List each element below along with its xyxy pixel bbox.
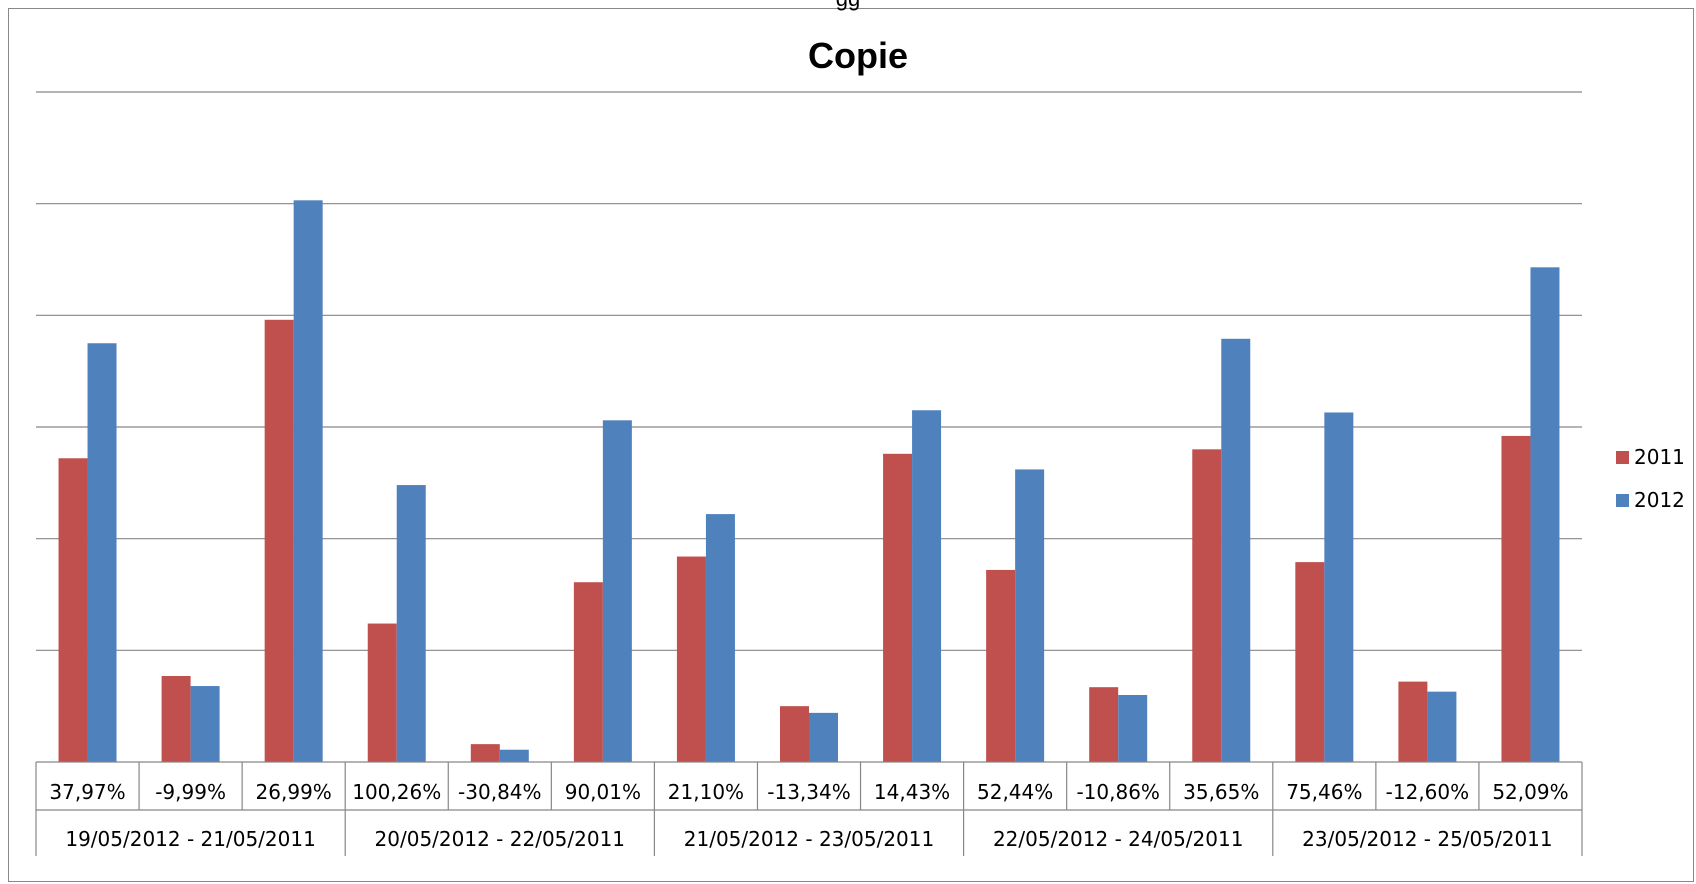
bar-2012-6	[602, 420, 632, 762]
bar-2012-4	[396, 485, 426, 762]
group-label: 23/05/2012 - 25/05/2011	[1302, 827, 1552, 851]
category-label: 14,43%	[874, 780, 950, 804]
bar-2011-10	[986, 569, 1016, 762]
category-label: 52,44%	[977, 780, 1053, 804]
bar-2011-4	[367, 623, 397, 762]
category-label: -12,60%	[1386, 780, 1469, 804]
bar-2011-6	[573, 582, 603, 762]
category-label: 90,01%	[565, 780, 641, 804]
bar-2012-8	[809, 712, 838, 762]
category-label: -10,86%	[1076, 780, 1159, 804]
bar-2011-13	[1295, 562, 1325, 762]
category-label: -13,34%	[767, 780, 850, 804]
bar-2012-15	[1530, 267, 1560, 762]
bar-2012-13	[1324, 412, 1354, 762]
bar-2012-9	[912, 410, 942, 762]
group-label: 21/05/2012 - 23/05/2011	[684, 827, 934, 851]
bar-2011-3	[264, 319, 294, 762]
bar-2012-3	[293, 200, 323, 763]
bar-2012-2	[190, 686, 220, 762]
bar-2012-7	[705, 514, 735, 762]
category-label: 52,09%	[1492, 780, 1568, 804]
category-label: 26,99%	[256, 780, 332, 804]
bar-2012-11	[1118, 695, 1148, 762]
bar-2011-12	[1192, 449, 1222, 762]
legend: 2011 2012	[1616, 445, 1685, 512]
bar-2011-11	[1089, 687, 1119, 762]
legend-swatch-2012	[1616, 494, 1629, 507]
bar-2012-12	[1221, 338, 1251, 762]
bar-2011-15	[1501, 435, 1531, 762]
category-label: 21,10%	[668, 780, 744, 804]
bars	[36, 200, 1582, 763]
legend-label-2011: 2011	[1634, 445, 1685, 469]
group-label: 20/05/2012 - 22/05/2011	[375, 827, 625, 851]
bar-2012-10	[1015, 469, 1045, 762]
group-label: 22/05/2012 - 24/05/2011	[993, 827, 1243, 851]
bar-2012-1	[87, 343, 117, 762]
category-label: 100,26%	[352, 780, 441, 804]
bar-2011-9	[883, 453, 913, 762]
category-label: 37,97%	[49, 780, 125, 804]
group-label: 19/05/2012 - 21/05/2011	[65, 827, 315, 851]
bar-2011-7	[676, 556, 706, 762]
bar-2011-14	[1398, 681, 1428, 762]
category-label: -30,84%	[458, 780, 541, 804]
bar-2011-5	[470, 744, 500, 762]
top-title-fragment: gg	[0, 0, 1696, 12]
chart-title: Copie	[808, 35, 908, 76]
category-table: 37,97% -9,99% 26,99% 100,26% -30,84% 90,01% 21…	[35, 762, 1583, 856]
bar-2011-8	[780, 706, 809, 762]
category-label: 75,46%	[1286, 780, 1362, 804]
category-label: -9,99%	[155, 780, 226, 804]
bar-2011-2	[161, 676, 191, 762]
bar-2012-14	[1427, 691, 1457, 762]
bar-2011-1	[58, 458, 88, 762]
category-label: 35,65%	[1183, 780, 1259, 804]
legend-swatch-2011	[1616, 451, 1629, 464]
bar-2012-5	[499, 749, 529, 762]
legend-label-2012: 2012	[1634, 488, 1685, 512]
